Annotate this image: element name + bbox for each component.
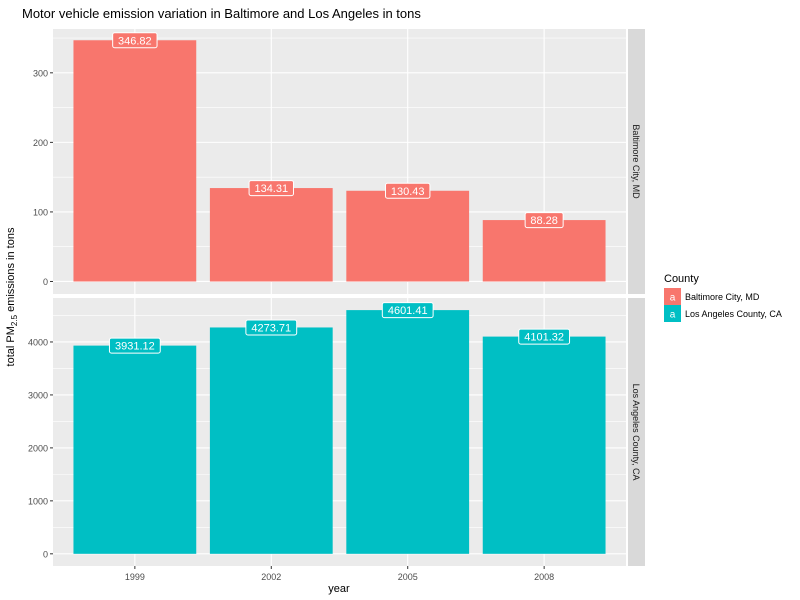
- legend-item-los-angeles: a Los Angeles County, CA: [664, 305, 782, 322]
- data-label: 4273.71: [251, 322, 291, 334]
- data-label: 4601.41: [388, 305, 428, 317]
- y-tick-label: 100: [33, 207, 48, 217]
- y-tick-label: 4000: [28, 337, 48, 347]
- y-tick-label: 300: [33, 68, 48, 78]
- strip-baltimore-bg: [628, 29, 645, 294]
- x-axis: 1999 2002 2005 2008: [125, 566, 554, 582]
- strip-los-angeles: Los Angeles County, CA: [628, 298, 645, 566]
- panel-baltimore: 0 100 200 300 346.82 134.31 130.43 88.28: [33, 29, 626, 294]
- bar-1999: [73, 345, 197, 554]
- y-axis-label-prefix: total PM: [5, 326, 17, 366]
- data-label-box: [381, 302, 434, 319]
- y-tick-label: 1000: [28, 496, 48, 506]
- legend-label-los-angeles: Los Angeles County, CA: [685, 309, 782, 319]
- bar-2002: [209, 188, 333, 282]
- y-tick-label: 0: [43, 549, 48, 559]
- legend-label-baltimore: Baltimore City, MD: [685, 292, 760, 302]
- strip-baltimore: Baltimore City, MD: [628, 29, 645, 294]
- y-tick-label: 0: [43, 277, 48, 287]
- strip-los-angeles-bg: [628, 298, 645, 566]
- legend-key-glyph-los-angeles: a: [670, 310, 676, 321]
- bar-2008: [482, 220, 606, 282]
- legend-key-baltimore: [664, 288, 681, 305]
- bar-2008: [482, 336, 606, 554]
- y-tick-label: 3000: [28, 390, 48, 400]
- data-label-box: [112, 32, 158, 49]
- bar-1999: [73, 40, 197, 282]
- x-tick-label: 2005: [398, 572, 418, 582]
- chart-title: Motor vehicle emission variation in Balt…: [22, 6, 421, 21]
- data-label-box: [248, 180, 294, 197]
- y-axis-label-subscript: 2.5: [10, 314, 19, 326]
- data-label-box: [524, 212, 564, 229]
- x-axis-label: year: [328, 583, 350, 595]
- data-label: 134.31: [254, 183, 288, 195]
- data-label-box: [245, 319, 298, 336]
- data-label: 3931.12: [115, 341, 155, 353]
- x-tick-label: 1999: [125, 572, 145, 582]
- x-tick-label: 2008: [534, 572, 554, 582]
- data-label-box: [518, 328, 571, 345]
- bar-2002: [209, 327, 333, 554]
- strip-baltimore-label: Baltimore City, MD: [631, 124, 641, 199]
- x-tick-label: 2002: [261, 572, 281, 582]
- panel-los-angeles: 0 1000 2000 3000 4000 3931.12 4273.71 4601.41 41…: [28, 298, 626, 566]
- bar-2005: [346, 190, 470, 282]
- data-label: 88.28: [530, 215, 558, 227]
- legend-key-glyph-baltimore: a: [670, 293, 676, 304]
- y-axis-label-suffix: emissions in tons: [5, 227, 17, 315]
- bar-2005: [346, 310, 470, 554]
- legend-key-los-angeles: [664, 305, 681, 322]
- y-axis-label: total PM2.5 emissions in tons: [5, 227, 19, 366]
- data-label-box: [108, 337, 161, 354]
- y-tick-label: 200: [33, 138, 48, 148]
- legend: County a Baltimore City, MD a Los Angele…: [664, 273, 782, 322]
- data-label: 4101.32: [524, 332, 564, 344]
- strip-los-angeles-label: Los Angeles County, CA: [631, 384, 641, 481]
- legend-item-baltimore: a Baltimore City, MD: [664, 288, 760, 305]
- data-label-box: [385, 182, 431, 199]
- data-label: 346.82: [118, 35, 152, 47]
- data-label: 130.43: [391, 186, 425, 198]
- legend-title: County: [664, 273, 699, 285]
- y-tick-label: 2000: [28, 443, 48, 453]
